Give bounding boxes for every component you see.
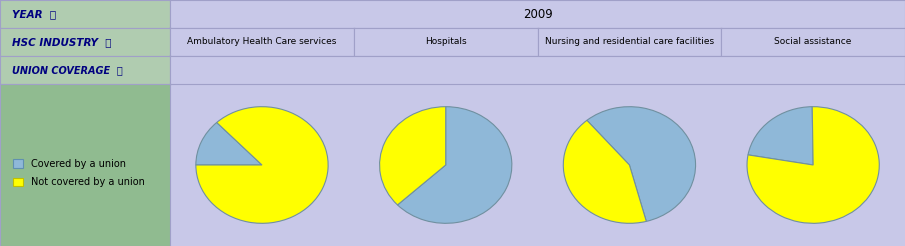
Wedge shape (397, 107, 512, 223)
Wedge shape (195, 123, 262, 165)
Text: UNION COVERAGE  ⓘ: UNION COVERAGE ⓘ (12, 65, 123, 75)
Text: Nursing and residential care facilities: Nursing and residential care facilities (545, 37, 714, 46)
Legend: Covered by a union, Not covered by a union: Covered by a union, Not covered by a uni… (14, 159, 145, 187)
Wedge shape (379, 107, 446, 205)
Wedge shape (563, 120, 646, 223)
Wedge shape (195, 107, 329, 223)
Text: Hospitals: Hospitals (425, 37, 466, 46)
Wedge shape (747, 107, 880, 223)
Text: Ambulatory Health Care services: Ambulatory Health Care services (187, 37, 337, 46)
Text: HSC INDUSTRY  ⓘ: HSC INDUSTRY ⓘ (12, 37, 111, 47)
Text: YEAR  ⓘ: YEAR ⓘ (12, 9, 56, 19)
Wedge shape (587, 107, 696, 221)
Wedge shape (748, 107, 814, 165)
Text: Social assistance: Social assistance (775, 37, 852, 46)
Text: 2009: 2009 (523, 7, 552, 20)
